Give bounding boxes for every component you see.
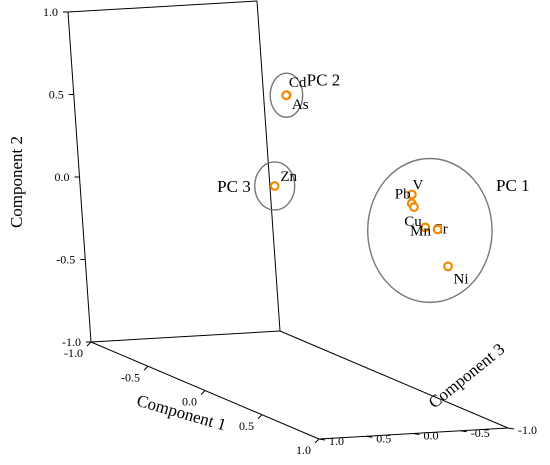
point-label-cu: Cu xyxy=(404,214,422,230)
group-ellipse-pc-3 xyxy=(254,161,296,211)
z-tick-label: -1.0 xyxy=(518,423,537,437)
x-tick-label: 1.0 xyxy=(296,443,311,457)
point-label-v: V xyxy=(412,178,423,194)
floor-right-edge xyxy=(279,330,509,429)
z-tick-label: 0.5 xyxy=(376,431,391,445)
group-label-pc-1: PC 1 xyxy=(496,176,530,195)
z-tick xyxy=(413,433,420,435)
x-tick-label: 0.5 xyxy=(239,419,254,433)
x-tick-label: 0.0 xyxy=(182,395,197,409)
z-tick xyxy=(366,435,373,438)
z-tick-label: -0.5 xyxy=(471,426,490,440)
data-points: CdAsZnVPbCuCrMnNi xyxy=(269,75,469,287)
data-point-cu xyxy=(409,202,419,212)
chart-frame xyxy=(67,0,509,440)
x-tick-label: -0.5 xyxy=(121,370,140,384)
x-tick xyxy=(86,341,92,347)
group-ellipses: PC 1 PC 2 PC 3 xyxy=(217,70,530,304)
floor-back-edge xyxy=(90,330,281,343)
data-point-v xyxy=(406,189,417,200)
axis-ticks: -1.0 -0.5 0.0 0.5 1.0 -1.0 -0.5 0.0 0.5 1.0 -1.0 -0… xyxy=(43,5,537,457)
x-tick xyxy=(314,438,320,444)
data-point-ni xyxy=(443,261,453,272)
x-tick xyxy=(143,365,149,371)
y-axis-title: Component 2 xyxy=(7,136,26,228)
z-tick-label: 0.0 xyxy=(424,429,439,443)
z-tick xyxy=(460,430,467,433)
y-tick-label: -0.5 xyxy=(56,253,75,267)
y-tick-label: 0.0 xyxy=(55,170,70,184)
data-point-zn xyxy=(269,181,280,191)
back-right-vertical-edge xyxy=(256,0,281,332)
point-label-cd: Cd xyxy=(289,75,307,91)
point-label-zn: Zn xyxy=(280,169,297,185)
z-tick xyxy=(318,438,326,441)
y-tick-label: 1.0 xyxy=(43,5,58,19)
group-ellipse-pc-1 xyxy=(367,157,493,304)
z-axis-title: Component 3 xyxy=(425,339,509,412)
point-label-mn: Mn xyxy=(410,223,431,239)
group-ellipse-pc-2 xyxy=(269,72,304,118)
x-tick-label: -1.0 xyxy=(64,346,83,360)
y-tick-label: -1.0 xyxy=(62,335,81,349)
x-tick xyxy=(200,390,206,395)
top-back-edge xyxy=(67,0,258,13)
point-label-as: As xyxy=(292,97,309,113)
group-label-pc-3: PC 3 xyxy=(217,177,251,196)
point-label-ni: Ni xyxy=(454,271,469,287)
z-tick xyxy=(507,427,515,430)
data-point-as xyxy=(281,90,292,101)
data-point-mn xyxy=(432,224,443,235)
group-label-pc-2: PC 2 xyxy=(307,70,341,89)
point-label-pb: Pb xyxy=(395,186,411,202)
y-tick-label: 0.5 xyxy=(49,88,64,102)
data-point-cr xyxy=(420,222,431,233)
x-tick xyxy=(257,414,263,420)
z-tick-label: 1.0 xyxy=(329,434,344,448)
